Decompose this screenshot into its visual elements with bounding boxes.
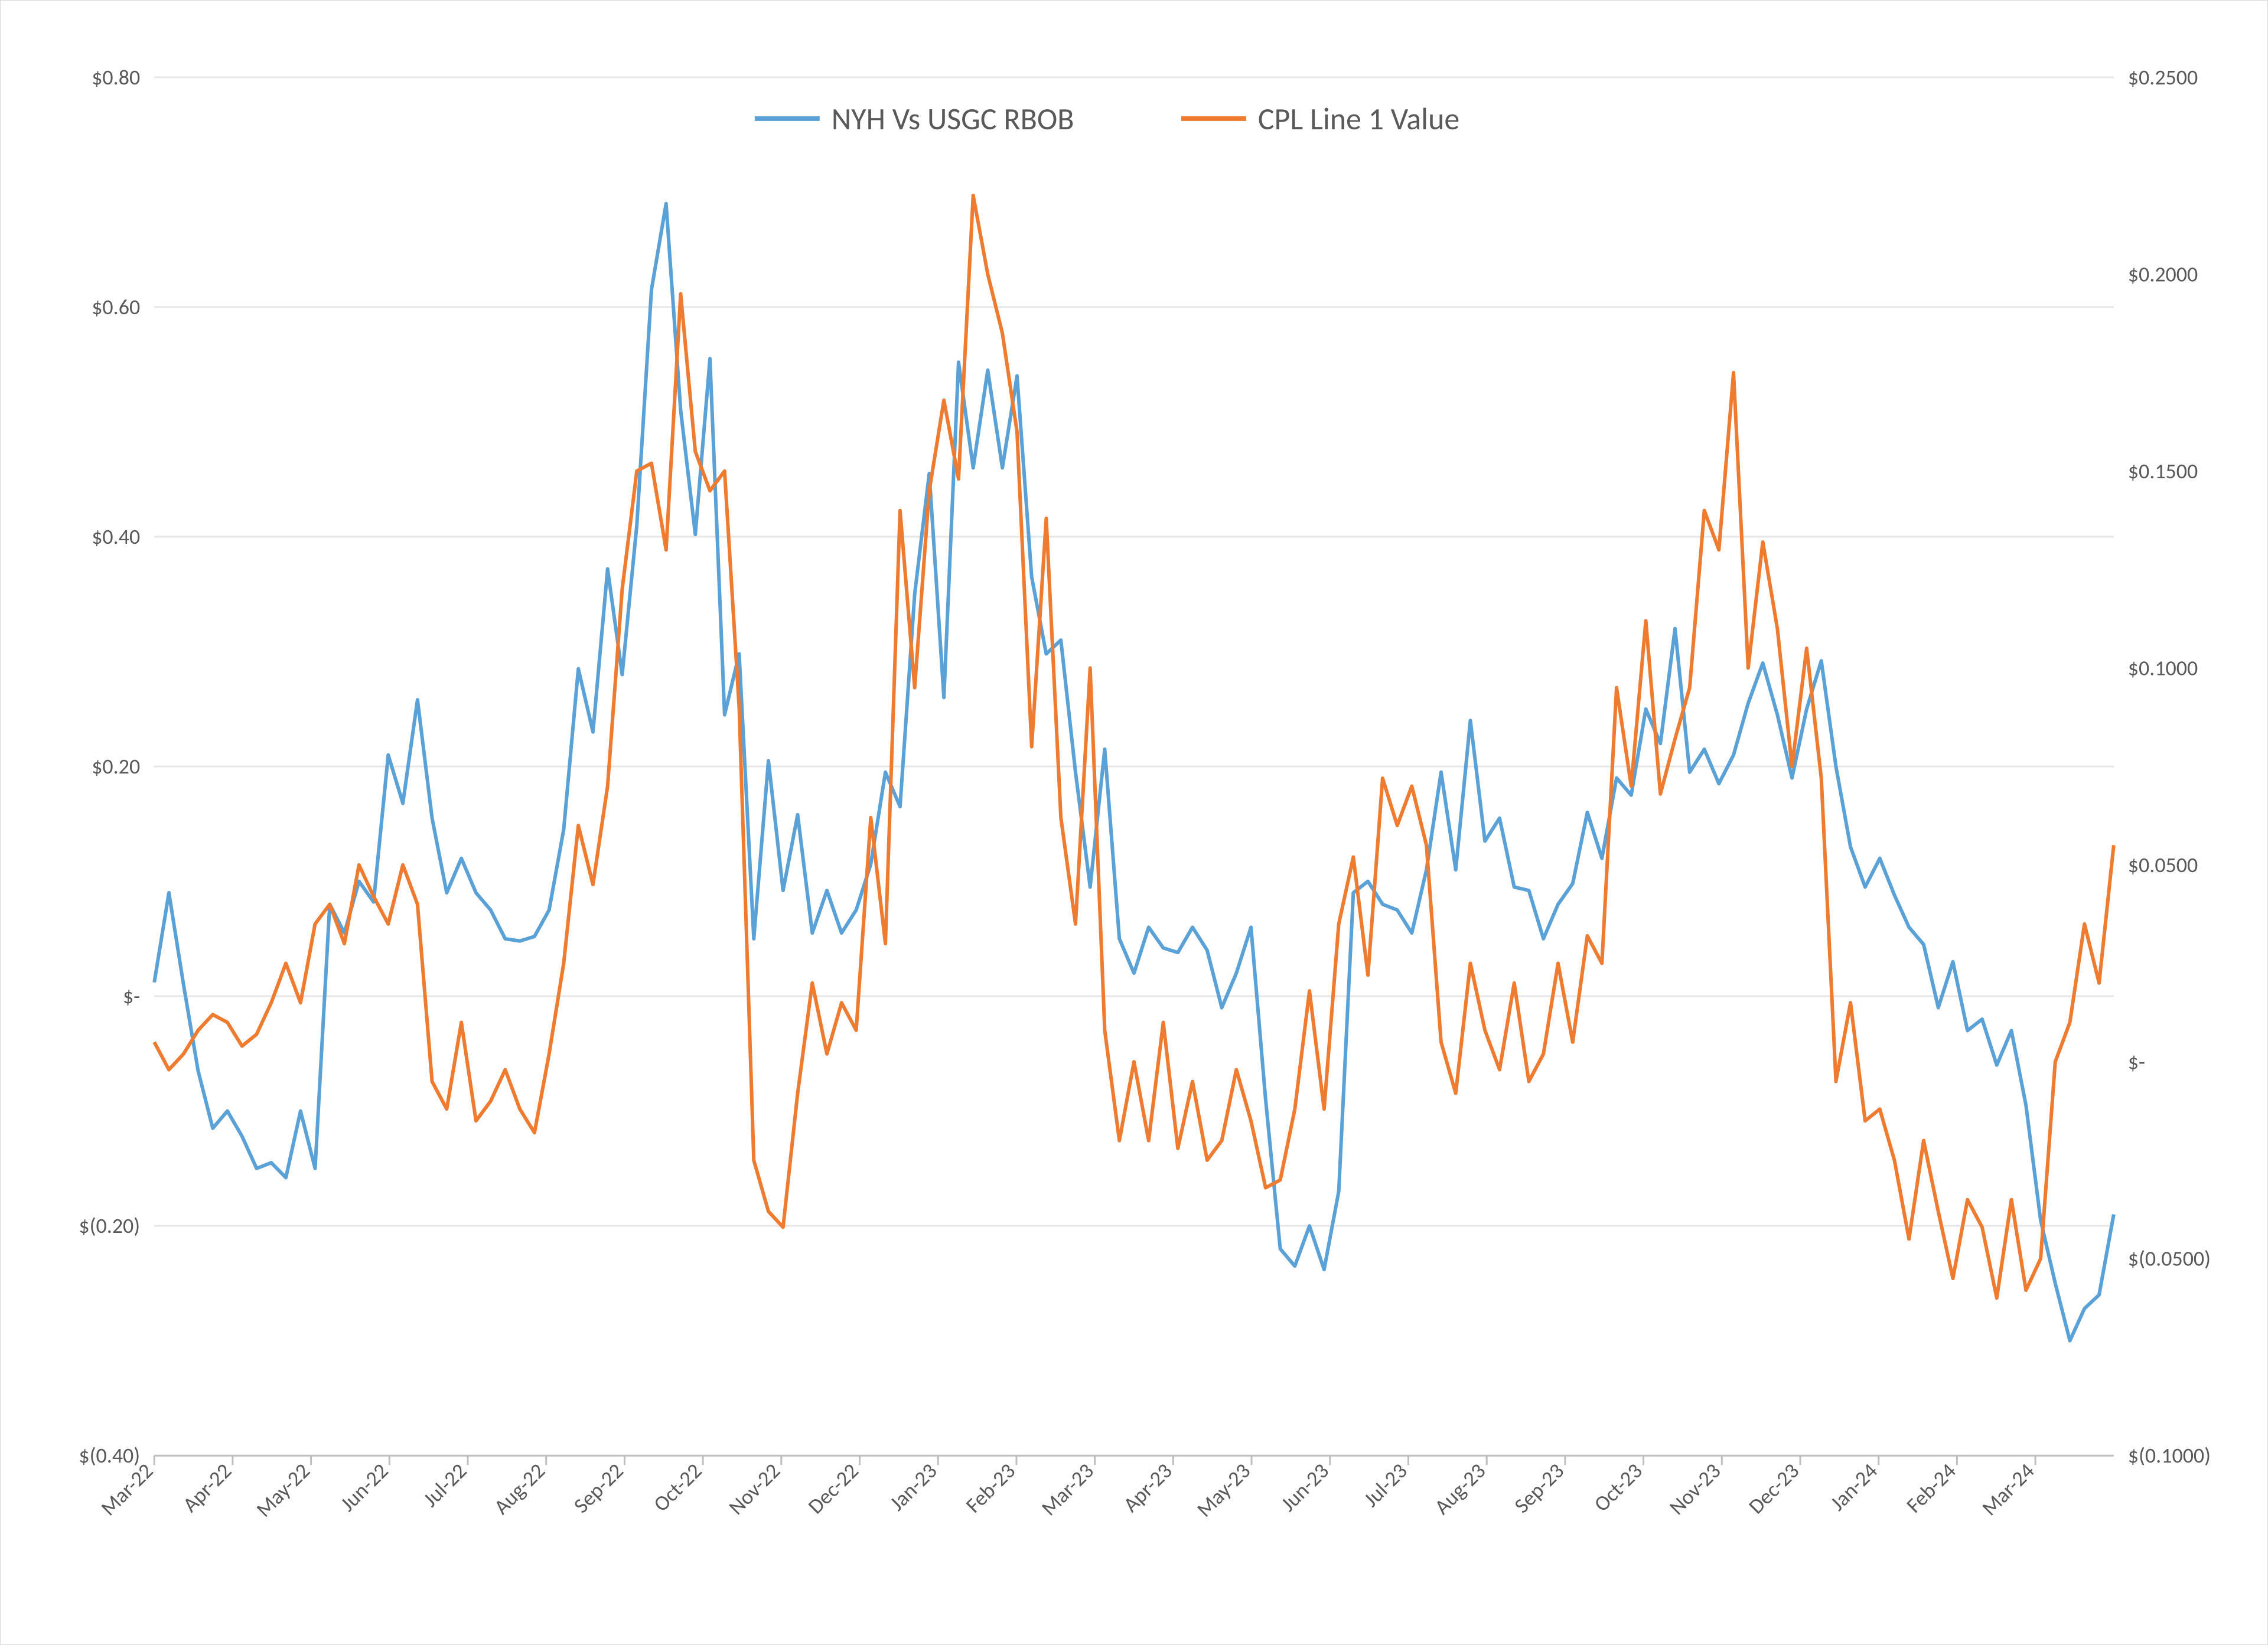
y-left-tick-label: $0.60 [92, 294, 140, 320]
y-right-tick-label: $(0.0500) [2128, 1246, 2211, 1272]
y-right-tick-label: $0.2000 [2128, 261, 2198, 287]
y-right-tick-label: $0.2500 [2128, 64, 2198, 90]
y-right-tick-label: $0.1000 [2128, 655, 2198, 681]
y-left-tick-label: $(0.40) [79, 1442, 140, 1468]
chart-svg: $(0.40) $(0.20) $- $0.20 $0.40 $0.60 $0.80 $(0.… [1, 1, 2267, 1644]
y-left-tick-label: $(0.20) [79, 1213, 140, 1239]
y-right-tick-label: $0.0500 [2128, 852, 2198, 878]
y-right-tick-label: $- [2128, 1049, 2145, 1075]
y-left-tick-label: $0.40 [92, 524, 140, 550]
y-left-tick-label: $0.80 [92, 64, 140, 90]
legend-label: NYH Vs USGC RBOB [832, 100, 1074, 138]
y-right-tick-label: $0.1500 [2128, 458, 2198, 484]
y-right-tick-label: $(0.1000) [2128, 1442, 2211, 1468]
y-left-tick-label: $0.20 [92, 753, 140, 779]
y-left-tick-label: $- [123, 983, 140, 1009]
legend-label: CPL Line 1 Value [1258, 100, 1459, 138]
chart-container: $(0.40) $(0.20) $- $0.20 $0.40 $0.60 $0.80 $(0.… [0, 0, 2268, 1645]
